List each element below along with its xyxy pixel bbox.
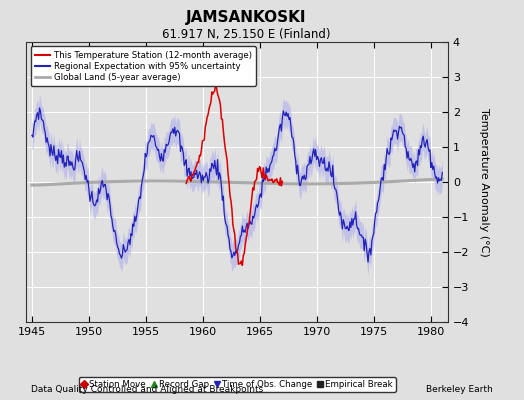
Text: Berkeley Earth: Berkeley Earth	[426, 385, 493, 394]
Text: 61.917 N, 25.150 E (Finland): 61.917 N, 25.150 E (Finland)	[162, 28, 331, 41]
Text: JAMSANKOSKI: JAMSANKOSKI	[186, 10, 307, 25]
Legend: Station Move, Record Gap, Time of Obs. Change, Empirical Break: Station Move, Record Gap, Time of Obs. C…	[79, 377, 396, 392]
Y-axis label: Temperature Anomaly (°C): Temperature Anomaly (°C)	[479, 108, 489, 256]
Text: Data Quality Controlled and Aligned at Breakpoints: Data Quality Controlled and Aligned at B…	[31, 385, 264, 394]
